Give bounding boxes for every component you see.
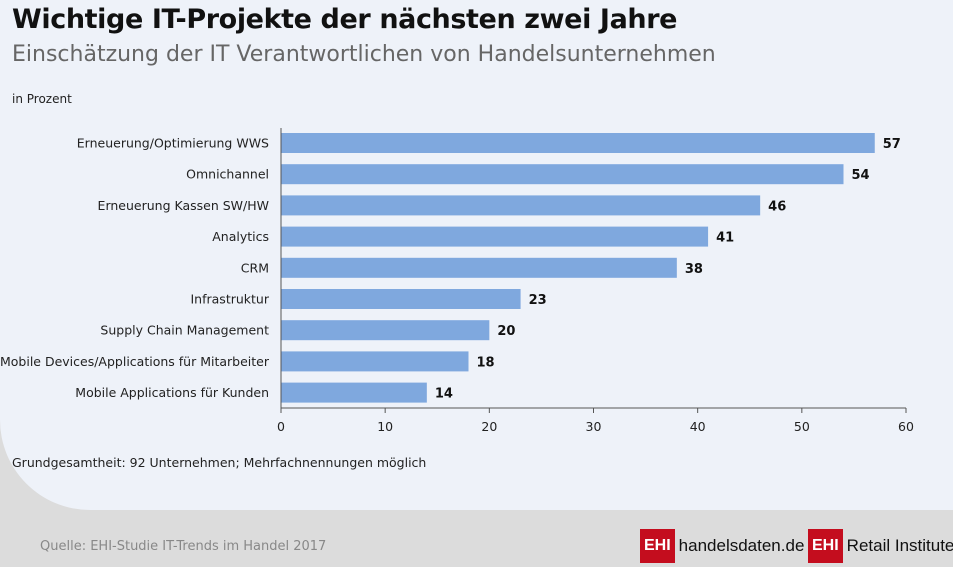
- bar: [281, 164, 844, 185]
- ehi-retail-institute-logo[interactable]: EHI Retail Institute®: [808, 528, 953, 564]
- value-label: 41: [716, 231, 734, 246]
- x-tick-label: 10: [377, 419, 393, 434]
- bar: [281, 257, 677, 278]
- bar: [281, 195, 761, 216]
- sample-note: Grundgesamtheit: 92 Unternehmen; Mehrfac…: [12, 455, 427, 470]
- value-label: 57: [883, 137, 901, 152]
- value-label: 18: [477, 355, 495, 370]
- bar-chart: Erneuerung/Optimierung WWS 57 Omnichannel 5…: [0, 128, 914, 434]
- source-text: Quelle: EHI-Studie IT-Trends im Handel 2…: [40, 539, 327, 554]
- value-label: 54: [852, 168, 870, 183]
- value-label: 23: [529, 293, 547, 308]
- bar: [281, 382, 427, 403]
- bar: [281, 226, 709, 247]
- handelsdaten-text: handelsdaten.de: [678, 536, 805, 555]
- value-label: 38: [685, 262, 703, 277]
- category-label: Supply Chain Management: [100, 323, 269, 338]
- bar: [281, 351, 469, 372]
- x-tick-label: 20: [481, 419, 497, 434]
- category-label: Infrastruktur: [191, 292, 270, 307]
- x-tick-label: 40: [690, 419, 706, 434]
- ehi-mark: EHI: [640, 529, 675, 563]
- unit-label: in Prozent: [12, 92, 72, 106]
- chart-title: Wichtige IT-Projekte der nächsten zwei J…: [12, 4, 678, 35]
- value-label: 46: [768, 199, 786, 214]
- ehi-mark: EHI: [808, 529, 843, 563]
- chart-panel: [0, 0, 953, 510]
- value-label: 20: [497, 324, 515, 339]
- category-label: Mobile Applications für Kunden: [75, 385, 269, 400]
- category-label: Erneuerung Kassen SW/HW: [98, 198, 269, 213]
- bar: [281, 133, 875, 153]
- retail-institute-text: Retail Institute: [846, 536, 953, 555]
- category-label: CRM: [241, 260, 269, 275]
- handelsdaten-logo[interactable]: EHI handelsdaten.de: [640, 528, 804, 564]
- category-label: Mobile Devices/Applications für Mitarbei…: [0, 354, 270, 369]
- bar: [281, 289, 521, 309]
- x-tick-label: 50: [794, 419, 810, 434]
- category-label: Omnichannel: [186, 167, 269, 182]
- bar: [281, 320, 490, 341]
- value-label: 14: [435, 387, 453, 402]
- x-tick-label: 60: [898, 419, 914, 434]
- category-label: Erneuerung/Optimierung WWS: [77, 136, 269, 151]
- chart-subtitle: Einschätzung der IT Verantwortlichen von…: [12, 42, 716, 67]
- x-tick-label: 30: [586, 419, 602, 434]
- x-tick-label: 0: [277, 419, 285, 434]
- category-label: Analytics: [212, 229, 269, 244]
